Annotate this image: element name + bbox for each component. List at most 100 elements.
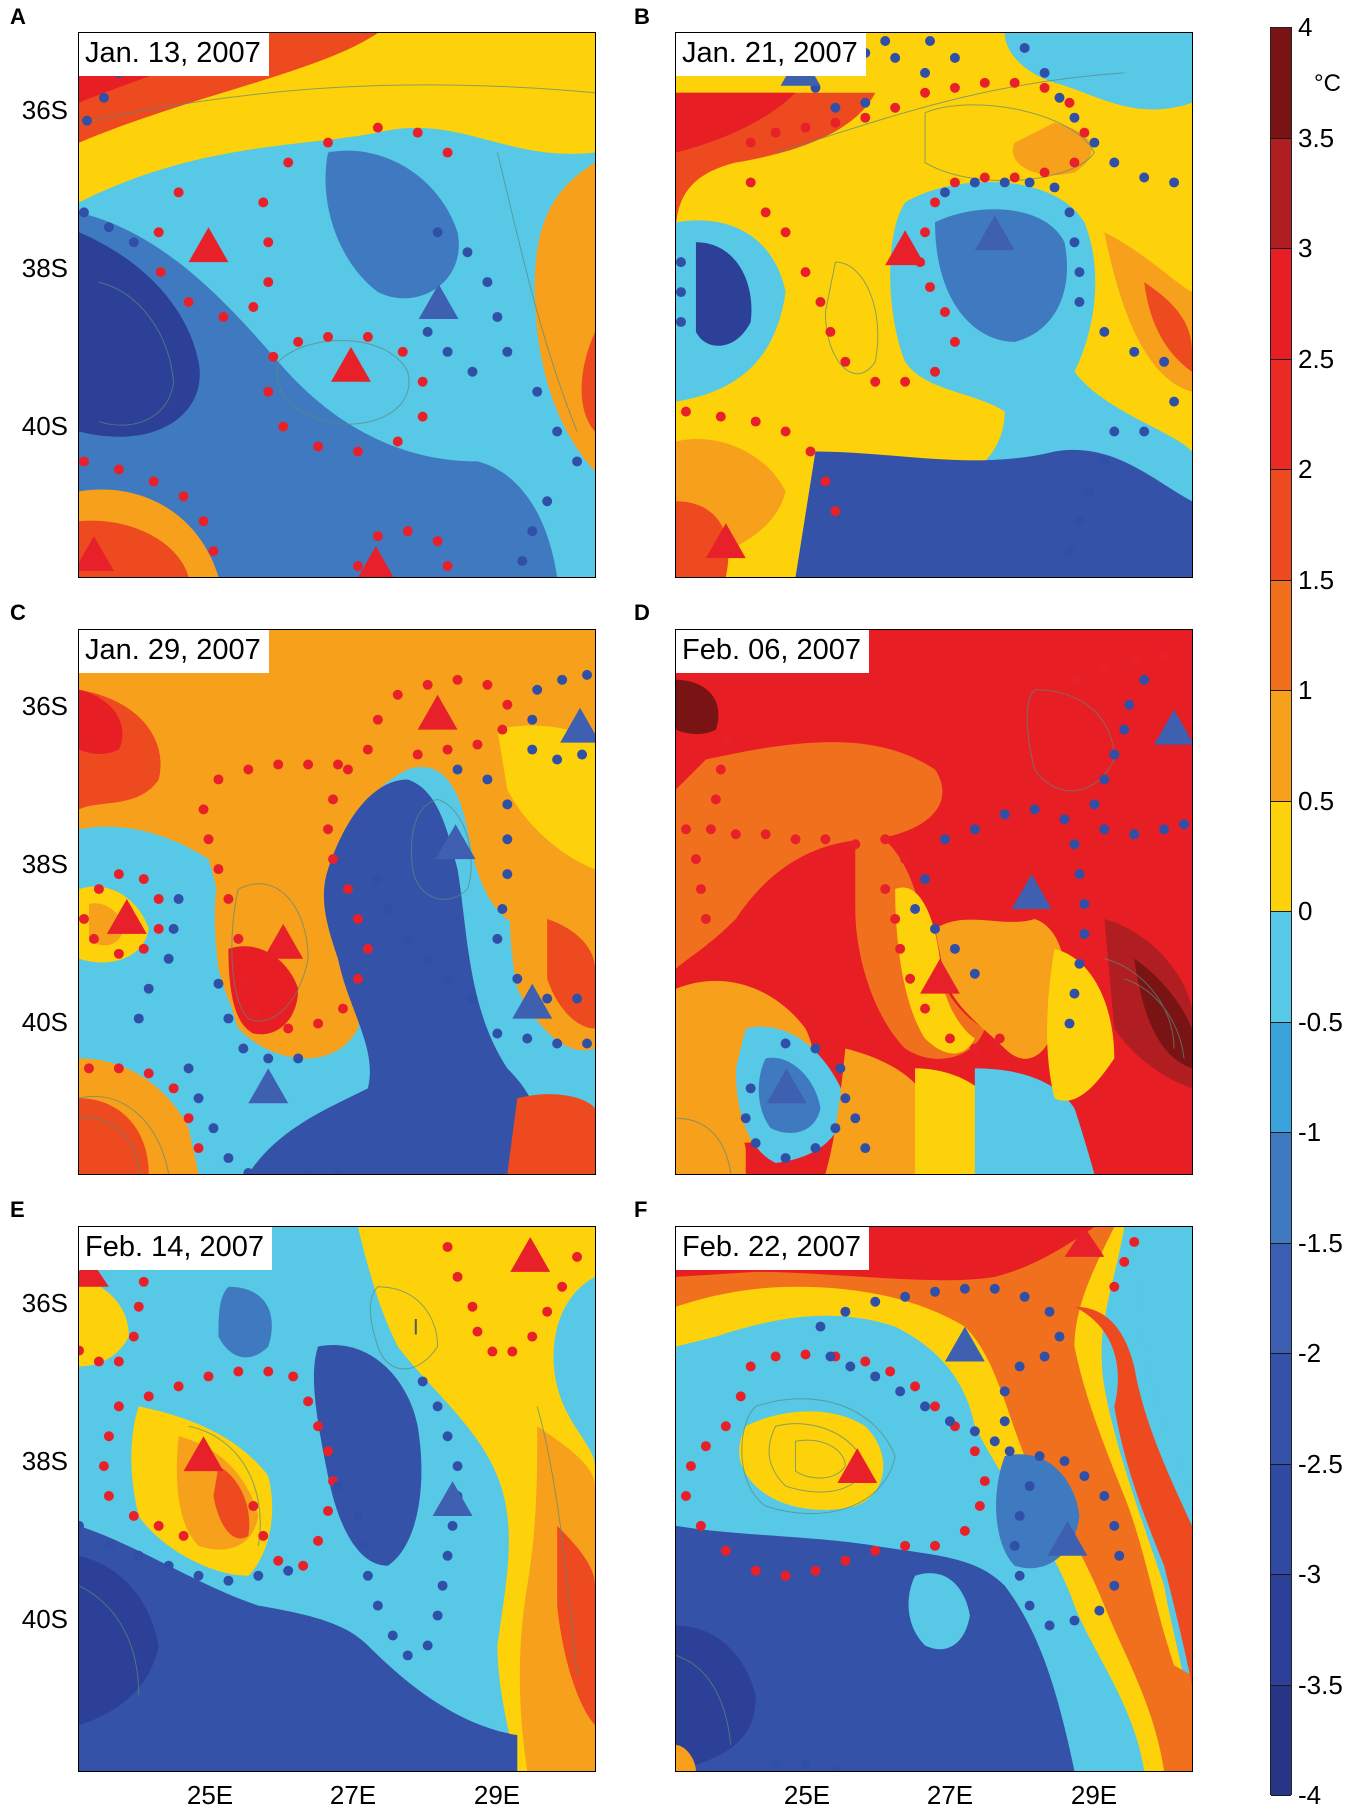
cold-eddy-triangle-icon (560, 707, 595, 743)
contour-lines (676, 1398, 896, 1746)
lat-label-38s: 38S (21, 1446, 68, 1476)
warm-eddy-track (79, 674, 513, 1154)
colorbar-tick-label: -3 (1298, 1559, 1322, 1589)
lat-label-40s: 40S (21, 1007, 68, 1037)
panel-letter-b: B (634, 4, 650, 29)
colorbar-tick-label: -1 (1298, 1117, 1322, 1147)
sst-anomaly-map-d (676, 630, 1192, 1174)
warm-eddy-track (79, 122, 453, 572)
colorbar-tick-label: 2.5 (1298, 343, 1335, 374)
map-panel-d: Feb. 06, 2007 (675, 629, 1193, 1175)
warm-eddy-triangle-icon (331, 346, 371, 382)
colorbar-segment (1271, 28, 1291, 139)
lat-label-36s: 36S (21, 691, 68, 721)
lat-label-40s: 40S (21, 1604, 68, 1634)
lat-label-36s: 36S (21, 95, 68, 125)
lon-label-27e: 27E (329, 1780, 377, 1810)
colorbar-segment (1271, 1575, 1291, 1686)
colorbar-segment (1271, 580, 1291, 691)
warm-eddy-triangle-icon (920, 958, 960, 994)
warm-eddy-triangle-icon (705, 523, 746, 559)
warm-eddy-triangle-icon (183, 1436, 224, 1472)
date-label-e: Feb. 14, 2007 (79, 1227, 272, 1271)
colorbar-tick-label: 4 (1298, 12, 1313, 42)
map-panel-c: Jan. 29, 2007 (78, 629, 596, 1175)
colorbar-segment (1271, 691, 1291, 802)
lat-label-36s: 36S (21, 1288, 68, 1318)
colorbar-segment (1271, 1022, 1291, 1133)
map-panel-f: Feb. 22, 2007 (675, 1226, 1193, 1772)
date-label-a: Jan. 13, 2007 (79, 33, 269, 77)
warm-eddy-triangle-icon (188, 227, 229, 263)
panel-letter-e: E (10, 1197, 25, 1222)
cold-eddy-triangle-icon (248, 1068, 289, 1104)
map-panel-e: I Feb. 14, 2007 (78, 1226, 596, 1772)
eddy-markers (766, 709, 1192, 1104)
warm-eddy-triangle-icon (417, 694, 458, 730)
colorbar-segment (1271, 1243, 1291, 1354)
warm-eddy-triangle-icon (358, 546, 394, 577)
panel-letter-a: A (10, 4, 26, 29)
cold-eddy-track (79, 1376, 463, 1661)
warm-eddy-track (680, 649, 1170, 1054)
colorbar-tick-label: -4 (1298, 1780, 1322, 1810)
warm-eddy-track (680, 77, 1090, 517)
cold-eddy-triangle-icon (1011, 874, 1052, 909)
contour-lines (79, 1286, 578, 1696)
lon-label-29e: 29E (473, 1780, 521, 1810)
colorbar-tick-label: -0.5 (1298, 1006, 1343, 1037)
lat-label-38s: 38S (21, 253, 68, 283)
colorbar-tick-label: 3 (1298, 233, 1313, 263)
map-panel-b: Jan. 21, 2007 (675, 32, 1193, 578)
colorbar-segment (1271, 249, 1291, 360)
colorbar-tick-label: 0.5 (1298, 785, 1335, 816)
warm-eddy-triangle-icon (885, 230, 926, 266)
sst-anomaly-map-a (79, 33, 595, 577)
contour-lines (775, 72, 1125, 375)
warm-eddy-triangle-icon (263, 923, 304, 959)
cold-eddy-track (740, 674, 1190, 1164)
cold-eddy-track (676, 35, 1180, 557)
lon-label-29e: 29E (1070, 1780, 1118, 1810)
cold-eddy-triangle-icon (418, 284, 459, 319)
map-panel-a: Jan. 13, 2007 (78, 32, 596, 578)
cold-eddy-triangle-icon (766, 1068, 807, 1104)
warm-eddy-track (680, 1236, 1140, 1581)
colorbar-tick-label: -2 (1298, 1338, 1322, 1368)
colorbar-tick-label: 1 (1298, 675, 1313, 705)
eddy-markers (837, 1227, 1105, 1556)
eddy-markers (79, 227, 459, 577)
lon-label-25e: 25E (186, 1780, 234, 1810)
sst-anomaly-map-b (676, 33, 1192, 577)
cold-eddy-triangle-icon (944, 1326, 985, 1362)
sst-anomaly-map-c (79, 630, 595, 1174)
cold-eddy-triangle-icon (435, 824, 476, 860)
warm-eddy-triangle-icon (79, 536, 114, 572)
colorbar-tick-label: 1.5 (1298, 564, 1335, 595)
eddy-markers (106, 694, 595, 1104)
warm-eddy-track (79, 1241, 583, 1571)
colorbar-tick-label: 0 (1298, 896, 1313, 926)
colorbar-tick-label: 3.5 (1298, 122, 1335, 153)
warm-eddy-triangle-icon (510, 1236, 551, 1272)
colorbar (1270, 27, 1292, 1796)
colorbar-segment (1271, 359, 1291, 470)
lat-label-40s: 40S (21, 411, 68, 441)
warm-eddy-triangle-icon (837, 1448, 878, 1484)
lon-label-27e: 27E (926, 1780, 974, 1810)
cold-eddy-triangle-icon (1154, 709, 1192, 745)
date-label-d: Feb. 06, 2007 (676, 630, 869, 674)
date-label-b: Jan. 21, 2007 (676, 33, 866, 77)
colorbar-segment (1271, 801, 1291, 912)
warm-eddy-triangle-icon (1064, 1227, 1105, 1257)
panel-letter-c: C (10, 600, 26, 625)
eddy-markers (79, 1236, 551, 1516)
colorbar-unit: °C (1314, 70, 1341, 97)
colorbar-tick-label: 2 (1298, 454, 1313, 484)
date-label-c: Jan. 29, 2007 (79, 630, 269, 674)
colorbar-segment (1271, 138, 1291, 249)
colorbar-segment (1271, 1133, 1291, 1244)
warm-eddy-triangle-icon (106, 899, 147, 934)
colorbar-segment (1271, 470, 1291, 581)
cold-eddy-triangle-icon (1047, 1520, 1088, 1556)
